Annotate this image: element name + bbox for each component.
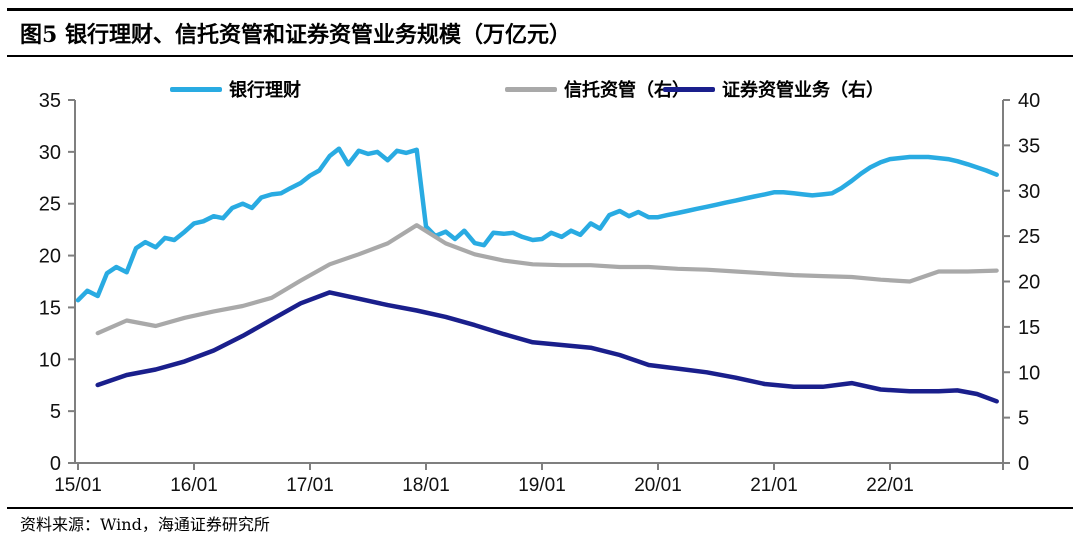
y-axis-left-tick-label: 0 bbox=[50, 453, 61, 475]
y-axis-right-tick-label: 40 bbox=[1018, 90, 1040, 112]
chart-canvas: 0 5 10 15 20 25 30 35 0 5 10 15 20 25 30 35 40 15/01 16/01… bbox=[39, 90, 1041, 496]
y-axis-right-tick-label: 20 bbox=[1018, 272, 1040, 294]
figure-title: 图5 银行理财、信托资管和证券资管业务规模（万亿元） bbox=[20, 22, 571, 48]
y-axis-right-tick-label: 30 bbox=[1018, 181, 1040, 203]
series-line-1 bbox=[95, 223, 999, 336]
y-axis-left-tick-label: 5 bbox=[50, 401, 61, 423]
x-axis-tick-label: 15/01 bbox=[54, 475, 102, 496]
source-note: 资料来源：Wind，海通证券研究所 bbox=[20, 515, 270, 534]
x-axis-tick-label: 20/01 bbox=[634, 475, 682, 496]
y-axis-left-tick-label: 20 bbox=[39, 246, 61, 268]
y-axis-right-tick-label: 15 bbox=[1018, 317, 1040, 339]
y-axis-right-tick-label: 25 bbox=[1018, 226, 1040, 248]
y-axis-right-tick-label: 0 bbox=[1018, 453, 1029, 475]
axis-frame bbox=[74, 100, 1004, 464]
y-axis-right-tick-label: 35 bbox=[1018, 135, 1040, 157]
x-axis-tick-label: 21/01 bbox=[750, 475, 798, 496]
y-axis-right-tick-label: 10 bbox=[1018, 362, 1040, 384]
y-axis-left-tick-label: 10 bbox=[39, 349, 61, 371]
footer-divider-rule bbox=[7, 507, 1073, 509]
legend-label: 证券资管业务（右） bbox=[722, 80, 884, 101]
legend-item-bank-wm: 银行理财 bbox=[170, 76, 301, 102]
legend-label: 信托资管（右） bbox=[564, 80, 690, 101]
x-axis-tick-label: 16/01 bbox=[170, 475, 218, 496]
y-axis-left-tick-label: 30 bbox=[39, 142, 61, 164]
legend-item-trust-am: 信托资管（右） bbox=[505, 76, 690, 102]
y-axis-left-tick-label: 35 bbox=[39, 90, 61, 112]
y-axis-right-tick-label: 5 bbox=[1018, 408, 1029, 430]
series-line-0 bbox=[75, 146, 999, 303]
legend-line-swatch-navy bbox=[663, 86, 715, 92]
series-line-2 bbox=[95, 290, 999, 404]
chart-legend: 银行理财 信托资管（右） 证券资管业务（右） bbox=[0, 76, 1080, 102]
title-divider-rule bbox=[7, 55, 1073, 57]
x-axis-tick-label: 18/01 bbox=[402, 475, 450, 496]
legend-line-swatch-gray bbox=[505, 86, 557, 92]
legend-label: 银行理财 bbox=[229, 80, 301, 101]
x-axis-tick-label: 19/01 bbox=[518, 475, 566, 496]
y-axis-left-tick-label: 25 bbox=[39, 194, 61, 216]
x-axis-tick-label: 22/01 bbox=[866, 475, 914, 496]
top-rule bbox=[7, 8, 1073, 11]
x-axis-tick-label: 17/01 bbox=[286, 475, 334, 496]
y-axis-left-tick-label: 15 bbox=[39, 297, 61, 319]
legend-item-securities-am: 证券资管业务（右） bbox=[663, 76, 884, 102]
legend-line-swatch-cyan bbox=[170, 86, 222, 92]
